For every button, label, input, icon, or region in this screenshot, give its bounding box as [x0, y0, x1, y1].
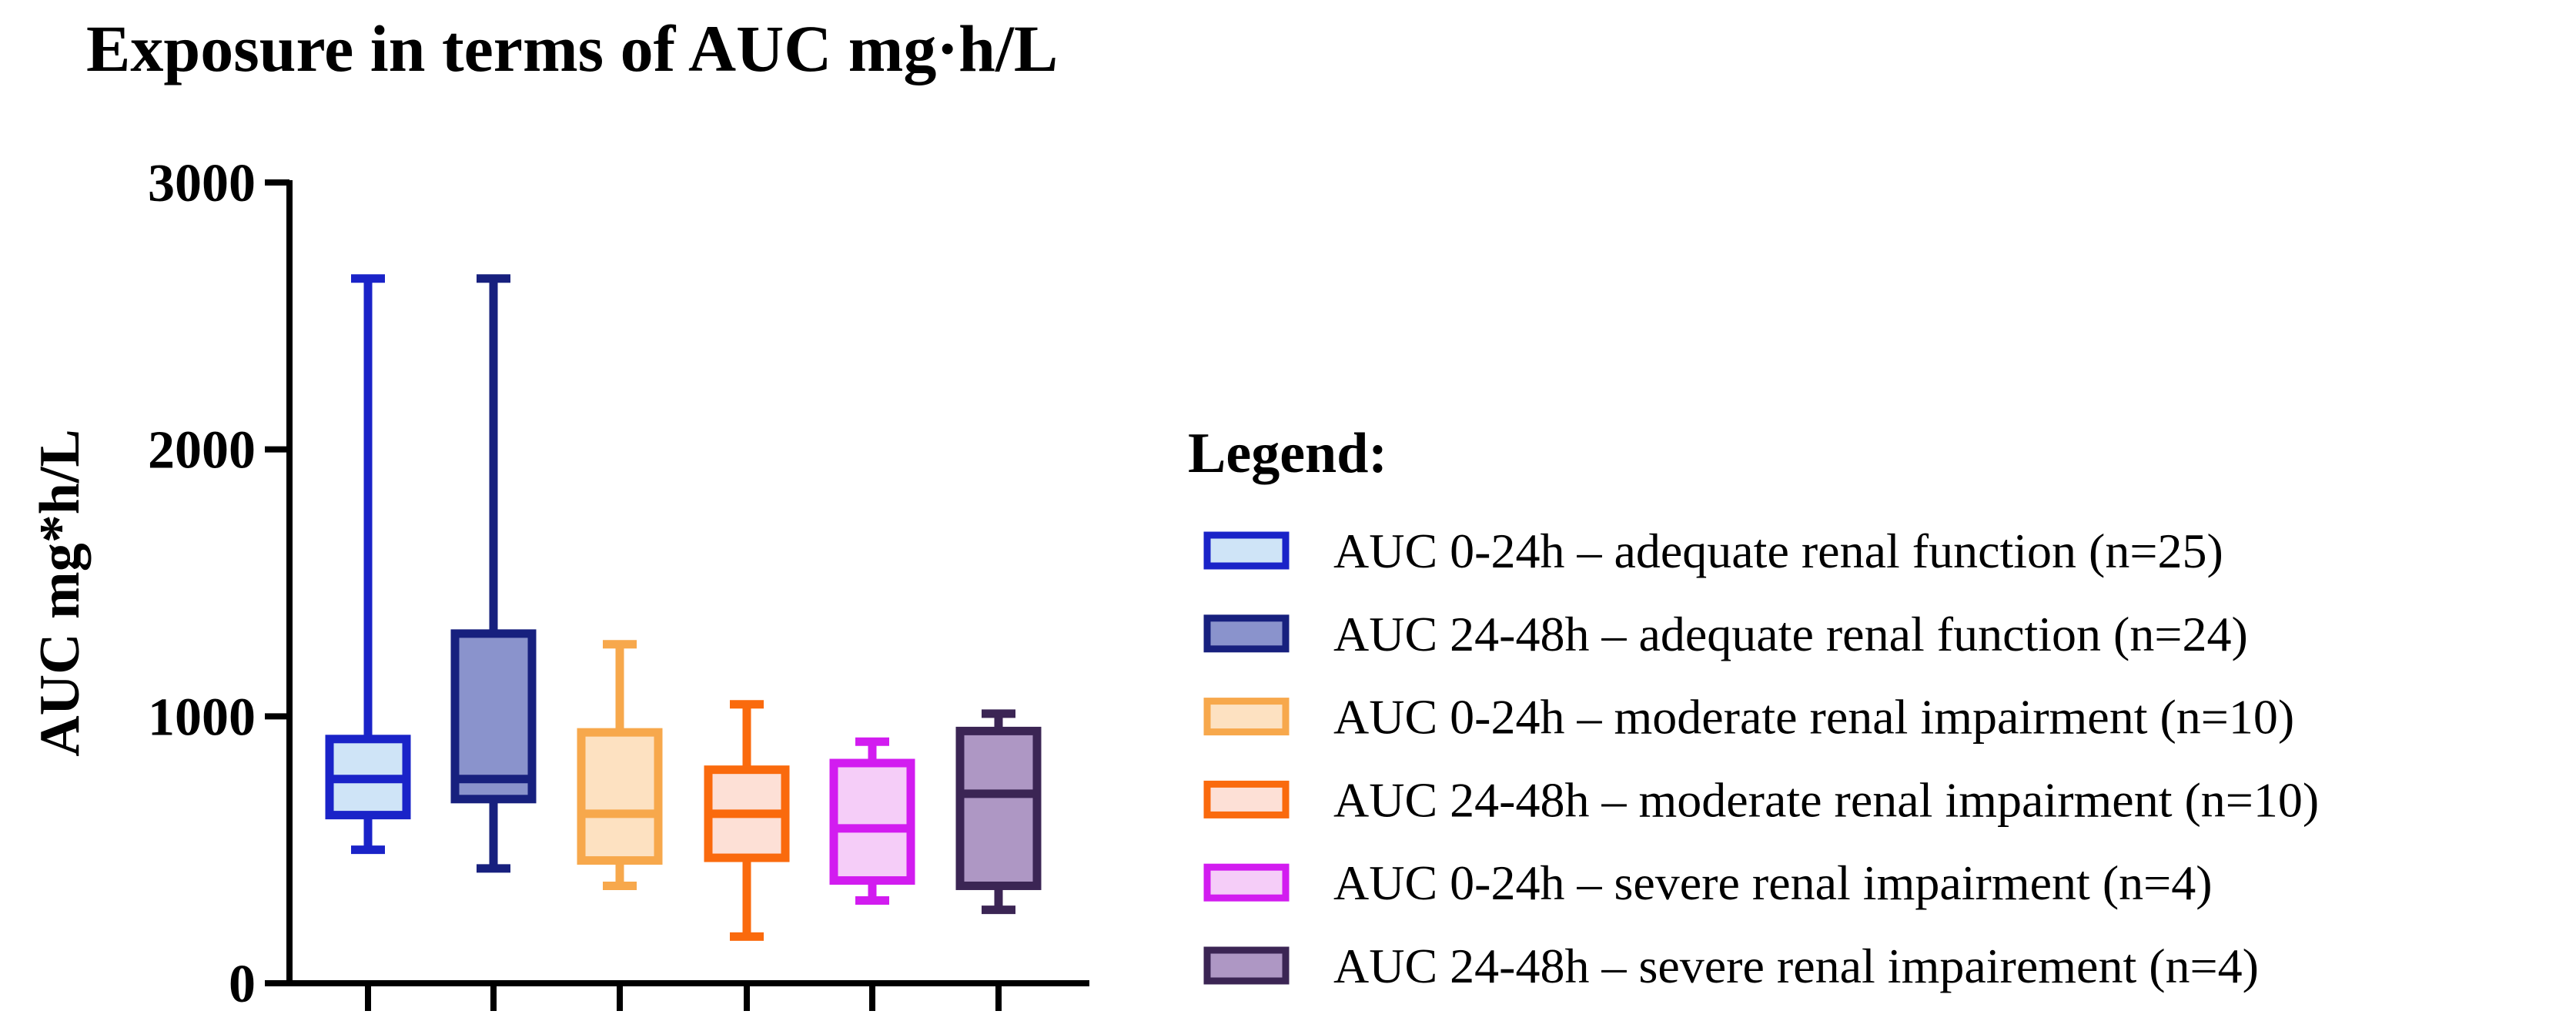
legend-label: AUC 24-48h – moderate renal impairment (… — [1333, 772, 2319, 827]
legend-swatch — [1203, 698, 1290, 736]
y-axis-label: AUC mg*h/L — [28, 429, 92, 757]
x-axis — [286, 980, 1089, 1011]
box-iqr — [577, 728, 663, 865]
legend-swatch — [1203, 946, 1290, 985]
box-plot-1 — [325, 274, 411, 855]
legend-label: AUC 0-24h – adequate renal function (n=2… — [1333, 524, 2223, 578]
box-plot-5 — [829, 737, 915, 905]
y-tick-label: 3000 — [148, 154, 256, 213]
box-plot-3 — [577, 640, 663, 890]
y-tick-label: 2000 — [148, 421, 256, 480]
legend-title: Legend: — [1188, 422, 1387, 485]
y-axis: 0 1000 2000 3000 — [148, 154, 293, 1014]
legend-label: AUC 24-48h – adequate renal function (n=… — [1333, 607, 2248, 661]
box-iqr — [450, 629, 537, 804]
legend-label: AUC 24-48h – severe renal impairement (n… — [1333, 939, 2259, 993]
box-plot-4 — [704, 700, 790, 941]
legend-item-6: AUC 24-48h – severe renal impairement (n… — [1203, 939, 2259, 993]
legend-item-2: AUC 24-48h – adequate renal function (n=… — [1203, 607, 2248, 661]
legend: AUC 0-24h – adequate renal function (n=2… — [1203, 524, 2319, 993]
legend-swatch — [1203, 863, 1290, 902]
box-plots — [325, 274, 1042, 941]
box-plot-2 — [450, 274, 537, 873]
legend-swatch — [1203, 614, 1290, 653]
box-iqr — [955, 726, 1042, 890]
legend-item-3: AUC 0-24h – moderate renal impairment (n… — [1203, 690, 2294, 745]
legend-label: AUC 0-24h – moderate renal impairment (n… — [1333, 690, 2294, 745]
legend-label: AUC 0-24h – severe renal impairment (n=4… — [1333, 855, 2213, 910]
legend-item-1: AUC 0-24h – adequate renal function (n=2… — [1203, 524, 2223, 578]
legend-swatch — [1203, 780, 1290, 818]
legend-swatch — [1203, 531, 1290, 570]
box-iqr — [829, 758, 915, 885]
y-tick-label: 1000 — [148, 688, 256, 747]
box-plot-6 — [955, 709, 1042, 915]
y-tick-label: 0 — [229, 955, 256, 1014]
legend-item-5: AUC 0-24h – severe renal impairment (n=4… — [1203, 855, 2213, 910]
legend-item-4: AUC 24-48h – moderate renal impairment (… — [1203, 772, 2319, 827]
chart-title: Exposure in terms of AUC mg·h/L — [86, 12, 1058, 85]
